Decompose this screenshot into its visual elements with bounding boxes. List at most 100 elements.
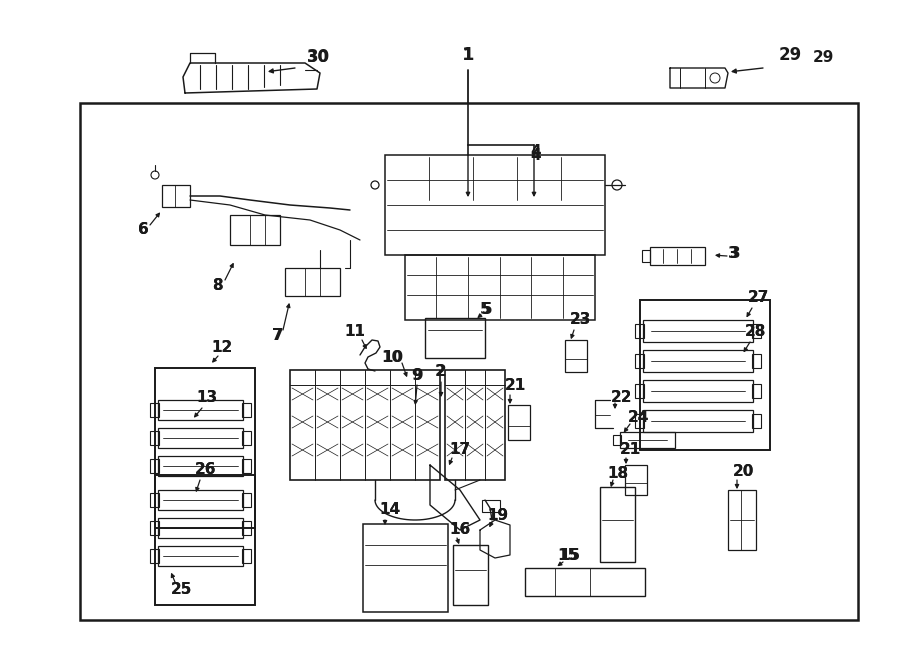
Bar	[640, 300, 770, 450]
Bar	[158, 456, 243, 476]
Bar	[150, 493, 159, 507]
Bar	[158, 518, 243, 538]
Bar	[158, 400, 243, 420]
Bar	[650, 247, 705, 265]
Text: 21: 21	[504, 377, 526, 393]
Bar	[635, 384, 644, 398]
Text: 21: 21	[619, 442, 641, 457]
Text: 12: 12	[212, 340, 232, 354]
Bar	[752, 384, 761, 398]
Bar	[635, 414, 644, 428]
Bar	[242, 403, 251, 417]
Text: 4: 4	[531, 147, 541, 163]
Bar	[385, 155, 605, 255]
Bar	[155, 368, 255, 528]
Bar	[600, 487, 635, 562]
Bar	[482, 500, 500, 512]
Bar	[642, 250, 650, 262]
Bar	[643, 410, 753, 432]
Text: 6: 6	[138, 223, 148, 237]
Bar	[230, 215, 280, 245]
Bar	[150, 403, 159, 417]
Text: 26: 26	[194, 463, 216, 477]
Bar	[150, 521, 159, 535]
Text: 25: 25	[170, 582, 192, 598]
Bar	[150, 459, 159, 473]
Text: 25: 25	[170, 582, 192, 598]
Bar	[508, 405, 530, 440]
Text: 29: 29	[778, 46, 802, 64]
Bar	[620, 432, 675, 448]
Bar	[155, 475, 255, 605]
Text: 3: 3	[728, 245, 738, 260]
Bar	[635, 324, 644, 338]
Text: 21: 21	[619, 442, 641, 457]
Bar	[158, 490, 243, 510]
Text: 21: 21	[504, 377, 526, 393]
Text: 30: 30	[306, 48, 329, 66]
Text: 10: 10	[382, 350, 403, 364]
Text: 1: 1	[462, 46, 474, 64]
Bar	[242, 549, 251, 563]
Text: 22: 22	[611, 391, 633, 405]
Text: 23: 23	[570, 313, 590, 327]
Bar	[625, 465, 647, 495]
Text: 13: 13	[196, 391, 218, 405]
Bar	[242, 459, 251, 473]
Bar	[363, 524, 448, 612]
Text: 26: 26	[194, 463, 216, 477]
Text: 18: 18	[608, 465, 628, 481]
Bar	[525, 568, 645, 596]
Text: 14: 14	[380, 502, 400, 518]
Text: 3: 3	[730, 245, 741, 260]
Text: 18: 18	[608, 465, 628, 481]
Text: 7: 7	[272, 327, 283, 342]
Text: 6: 6	[138, 223, 148, 237]
Text: 8: 8	[212, 278, 222, 293]
Text: 23: 23	[570, 313, 590, 327]
Bar	[453, 545, 488, 605]
Bar	[242, 493, 251, 507]
Bar	[643, 380, 753, 402]
Text: 4: 4	[531, 145, 541, 159]
Bar	[565, 340, 587, 372]
Bar	[425, 318, 485, 358]
Text: 24: 24	[627, 410, 649, 426]
Bar	[752, 414, 761, 428]
Text: 28: 28	[744, 325, 766, 340]
Text: 17: 17	[449, 442, 471, 457]
Text: 15: 15	[560, 547, 580, 563]
Text: 29: 29	[813, 50, 833, 65]
Bar	[445, 370, 505, 480]
Bar	[158, 546, 243, 566]
Text: 2: 2	[436, 364, 446, 379]
Bar	[643, 320, 753, 342]
Text: 22: 22	[611, 391, 633, 405]
Bar	[80, 103, 858, 620]
Text: 11: 11	[345, 325, 365, 340]
Text: 19: 19	[488, 508, 508, 522]
Bar	[635, 354, 644, 368]
Text: 13: 13	[196, 391, 218, 405]
Text: 27: 27	[747, 290, 769, 305]
Text: 16: 16	[449, 522, 471, 537]
Text: 20: 20	[733, 465, 753, 479]
Text: 1: 1	[463, 48, 473, 63]
Bar	[405, 255, 595, 320]
Bar	[643, 350, 753, 372]
Text: 11: 11	[345, 325, 365, 340]
Bar	[162, 185, 190, 207]
Text: 19: 19	[488, 508, 508, 522]
Bar	[285, 268, 340, 296]
Bar	[752, 354, 761, 368]
Text: 10: 10	[382, 350, 402, 364]
Text: 9: 9	[413, 368, 423, 383]
Text: 7: 7	[273, 327, 284, 342]
Bar	[290, 370, 440, 480]
Bar	[158, 428, 243, 448]
Bar	[150, 431, 159, 445]
Text: 12: 12	[212, 340, 232, 354]
Text: 8: 8	[212, 278, 222, 293]
Text: 5: 5	[482, 303, 492, 317]
Bar	[728, 490, 756, 550]
